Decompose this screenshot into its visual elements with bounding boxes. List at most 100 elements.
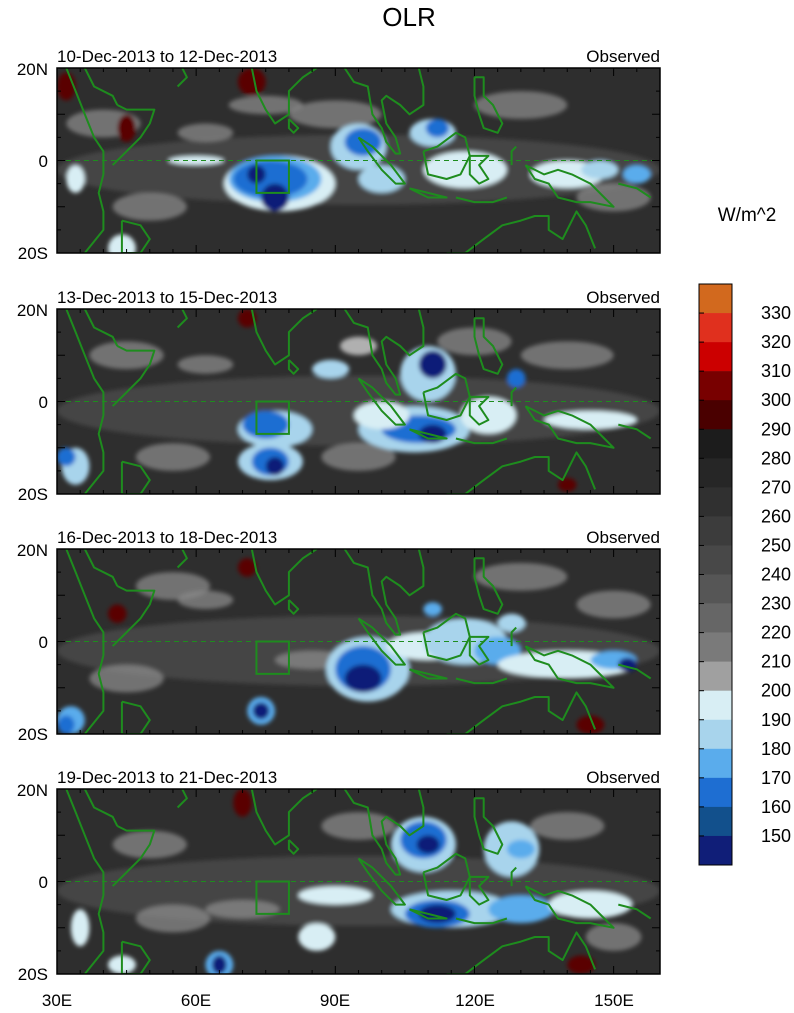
- coastline: [618, 423, 652, 440]
- panel-2-label: Observed: [586, 288, 660, 307]
- coastline: [228, 309, 318, 366]
- panel-1-lat-0: 0: [39, 152, 48, 171]
- coastline: [228, 549, 318, 606]
- coastline: [176, 549, 188, 569]
- olr-low-area: [358, 165, 405, 193]
- coastline: [446, 451, 597, 494]
- olr-low-area: [506, 369, 526, 388]
- coastline: [343, 68, 425, 155]
- olr-moderate-area: [112, 192, 187, 221]
- olr-moderate-area: [135, 443, 211, 471]
- coastline: [287, 359, 300, 375]
- coastline: [455, 437, 508, 445]
- panel-1-label: Observed: [586, 47, 660, 66]
- coastline: [455, 677, 508, 685]
- coastline: [473, 797, 504, 855]
- olr-high-area: [567, 955, 596, 974]
- olr-moderate-area: [177, 355, 234, 374]
- coastline: [111, 345, 156, 407]
- olr-moderate-area: [288, 100, 382, 129]
- colorbar-swatch: [699, 284, 732, 314]
- olr-low-area: [423, 151, 507, 189]
- olr-low-area: [70, 909, 90, 947]
- panel-2: 13-Dec-2013 to 15-Dec-2013 Observed 20N …: [17, 288, 661, 504]
- colorbar-level-310: 310: [761, 361, 791, 381]
- olr-high-area: [557, 477, 577, 492]
- olr-moderate-area: [321, 443, 396, 471]
- olr-moderate-area: [474, 91, 568, 119]
- colorbar-swatch: [699, 574, 732, 604]
- coastline: [473, 557, 504, 615]
- region-box: [255, 159, 290, 194]
- lon-axis: 30E 60E 90E 120E 150E: [42, 991, 634, 1010]
- olr-field: [57, 558, 660, 734]
- coastline: [455, 917, 508, 925]
- colorbar-level-330: 330: [761, 303, 791, 323]
- olr-moderate-area: [89, 341, 164, 370]
- olr-low-area: [488, 895, 554, 924]
- coastline: [510, 386, 517, 407]
- olr-low-area: [298, 886, 373, 905]
- coastline: [510, 866, 517, 887]
- colorbar-level-260: 260: [761, 506, 791, 526]
- lon-30e: 30E: [42, 991, 72, 1010]
- coastline: [468, 395, 490, 426]
- olr-low-area: [339, 336, 378, 356]
- panel-3-label: Observed: [586, 528, 660, 547]
- colorbar-level-270: 270: [761, 477, 791, 497]
- olr-high-area: [108, 604, 127, 623]
- figure-title: OLR: [382, 2, 436, 32]
- olr-low-area: [261, 183, 289, 212]
- panel-3-lat-0: 0: [39, 633, 48, 652]
- coastline: [510, 626, 517, 647]
- lon-120e: 120E: [455, 991, 495, 1010]
- olr-low-area: [506, 839, 535, 859]
- panel-1-lat-20n: 20N: [17, 60, 48, 79]
- olr-high-area: [117, 114, 136, 142]
- olr-low-area: [344, 664, 382, 693]
- panel-4-label: Observed: [586, 768, 660, 787]
- colorbar-level-210: 210: [761, 652, 791, 672]
- coastline: [228, 789, 318, 846]
- coastline: [65, 789, 105, 974]
- olr-moderate-area: [135, 904, 211, 933]
- coastline: [468, 154, 490, 185]
- colorbar-swatch: [699, 342, 732, 372]
- olr-high-area: [237, 68, 266, 96]
- coastline: [446, 691, 597, 734]
- coastline: [510, 145, 517, 166]
- coastline: [409, 187, 448, 199]
- coastline: [176, 68, 188, 88]
- olr-low-area: [497, 613, 526, 633]
- panel-2-lat-0: 0: [39, 393, 48, 412]
- olr-low-area: [252, 702, 270, 720]
- colorbar-level-300: 300: [761, 390, 791, 410]
- olr-low-area: [425, 118, 449, 138]
- colorbar-swatch: [699, 429, 732, 459]
- olr-moderate-area: [89, 664, 164, 693]
- coastline: [176, 309, 188, 329]
- colorbar-swatch: [699, 458, 732, 488]
- coastline: [409, 908, 448, 920]
- olr-low-area: [460, 396, 517, 434]
- olr-moderate-area: [135, 572, 211, 600]
- olr-low-area: [57, 715, 75, 734]
- olr-moderate-area: [205, 900, 280, 919]
- colorbar-level-150: 150: [761, 826, 791, 846]
- colorbar-level-290: 290: [761, 419, 791, 439]
- colorbar-level-190: 190: [761, 710, 791, 730]
- colorbar-swatch: [699, 487, 732, 517]
- coastline: [455, 196, 508, 204]
- coastline: [111, 585, 156, 647]
- colorbar-swatch: [699, 748, 732, 779]
- olr-low-area: [423, 602, 442, 617]
- colorbar-swatch: [699, 835, 732, 866]
- colorbar-level-320: 320: [761, 332, 791, 352]
- coastline: [287, 599, 300, 615]
- colorbar-level-180: 180: [761, 739, 791, 759]
- olr-low-area: [622, 165, 651, 184]
- coastline: [473, 317, 504, 375]
- colorbar-level-160: 160: [761, 797, 791, 817]
- lon-60e: 60E: [181, 991, 211, 1010]
